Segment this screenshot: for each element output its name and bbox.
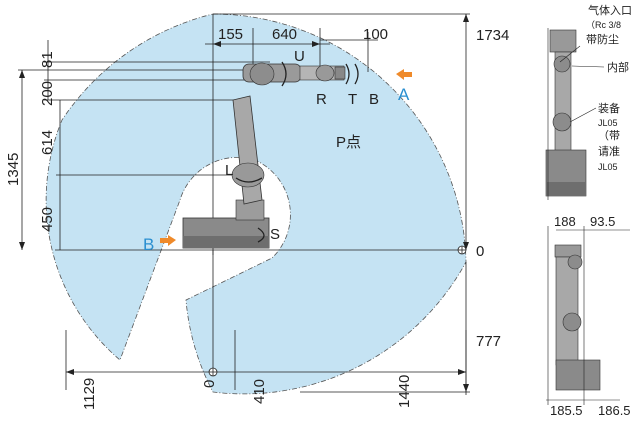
arrow-b-icon xyxy=(160,235,176,246)
dim-188: 188 xyxy=(554,214,576,229)
note-gas-inlet: 气体入口 xyxy=(588,3,632,17)
note-please: 请准 xyxy=(598,145,620,158)
axis-u-label: U xyxy=(294,48,305,65)
axis-b-left-label: B xyxy=(143,235,154,254)
dim-200: 200 xyxy=(39,81,56,106)
robot-front-view xyxy=(545,28,587,200)
dim-186-5: 186.5 xyxy=(598,403,631,418)
dim-100: 100 xyxy=(363,26,388,43)
axis-l-label: L xyxy=(225,162,233,179)
dimension-lines xyxy=(18,13,470,395)
dim-640: 640 xyxy=(272,26,297,43)
note-rc: （Rc 3/8 xyxy=(586,20,621,30)
working-envelope xyxy=(45,13,467,395)
axis-b-label: B xyxy=(369,91,379,108)
note-equip: 装备 xyxy=(598,101,620,115)
axis-s-label: S xyxy=(270,226,280,243)
robot-side-view xyxy=(182,62,346,249)
dim-185-5: 185.5 xyxy=(550,403,583,418)
dim-1440: 1440 xyxy=(396,375,413,408)
axis-rotation-marks xyxy=(235,61,359,243)
dim-450: 450 xyxy=(39,207,56,232)
dim-0-right: 0 xyxy=(476,243,484,260)
dim-614: 614 xyxy=(39,130,56,155)
note-jl05-a: JL05 xyxy=(598,118,618,128)
dim-1129: 1129 xyxy=(81,378,98,410)
robot-top-view xyxy=(546,226,630,405)
dim-1345: 1345 xyxy=(5,153,22,186)
note-jl05-b: JL05 xyxy=(598,162,618,172)
arrow-a-icon xyxy=(396,69,412,80)
dim-1734: 1734 xyxy=(476,27,509,44)
axis-r-label: R xyxy=(316,91,327,108)
note-dustproof: 带防尘 xyxy=(586,32,619,46)
axis-a-label: A xyxy=(398,85,410,104)
dim-0-bottom: 0 xyxy=(201,380,218,388)
note-internal: 内部 xyxy=(607,60,629,74)
p-point-label: P点 xyxy=(336,134,361,151)
axis-t-label: T xyxy=(348,91,357,108)
dim-410: 410 xyxy=(251,379,268,404)
dim-93-5: 93.5 xyxy=(590,214,615,229)
dim-81: 81 xyxy=(39,51,56,68)
orange-arrows xyxy=(160,69,412,246)
note-with: （带 xyxy=(598,129,620,142)
dim-777: 777 xyxy=(476,333,501,350)
dimension-arrows xyxy=(19,14,469,392)
dim-155: 155 xyxy=(218,26,243,43)
